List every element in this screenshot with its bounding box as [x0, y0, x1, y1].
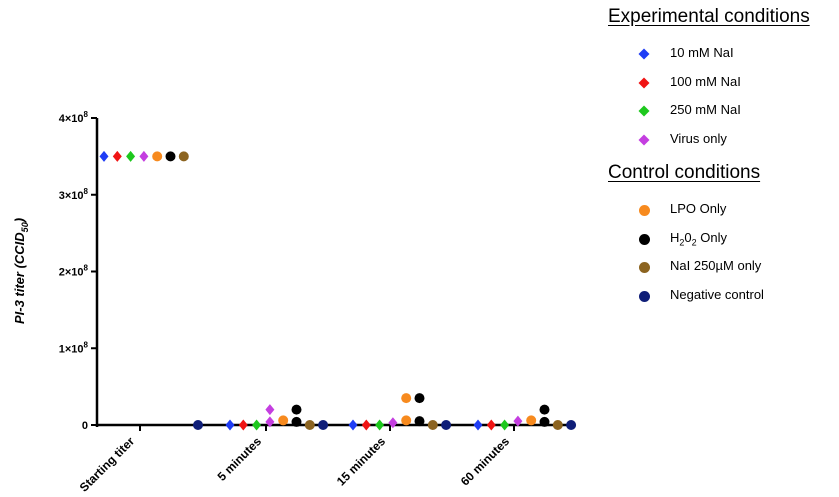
- data-point-diamond: [500, 419, 510, 431]
- data-point-diamond: [265, 404, 275, 416]
- data-point-diamond: [139, 150, 149, 162]
- y-tick-label: 1×108: [59, 340, 89, 355]
- legend: Experimental conditions 10 mM NaI 100 mM…: [608, 6, 810, 309]
- data-point-diamond: [375, 419, 385, 431]
- legend-label: 10 mM NaI: [670, 45, 734, 60]
- x-tick-label: 60 minutes: [458, 434, 512, 488]
- legend-label: NaI 250µM only: [670, 258, 762, 273]
- legend-title-control: Control conditions: [608, 162, 761, 183]
- legend-item-virus-only: Virus only: [608, 125, 810, 154]
- circle-marker-icon: [639, 262, 650, 273]
- legend-item-250mm-nai: 250 mM NaI: [608, 96, 810, 125]
- data-point-circle: [278, 415, 289, 426]
- data-point-circle: [152, 151, 163, 162]
- diamond-marker-icon: [638, 48, 650, 60]
- data-point-circle: [304, 420, 315, 430]
- diamond-marker-icon: [638, 133, 650, 146]
- data-point-diamond: [112, 150, 122, 162]
- legend-label: LPO Only: [670, 201, 727, 216]
- data-point-diamond: [265, 416, 275, 428]
- legend-item-10mm-nai: 10 mM NaI: [608, 39, 810, 68]
- data-point-circle: [526, 415, 537, 426]
- legend-label: 250 mM NaI: [670, 102, 741, 117]
- data-point-circle: [441, 420, 452, 430]
- legend-item-nai-250um-only: NaI 250µM only: [608, 252, 810, 281]
- data-point-circle: [291, 404, 302, 415]
- data-point-diamond: [99, 150, 109, 162]
- data-point-diamond: [126, 150, 136, 162]
- circle-marker-icon: [639, 290, 650, 302]
- data-point-diamond: [513, 415, 523, 427]
- data-point-circle: [427, 420, 438, 430]
- legend-label: Negative control: [670, 286, 764, 302]
- diamond-marker-icon: [638, 76, 650, 89]
- legend-item-lpo-only: LPO Only: [608, 195, 810, 224]
- data-point-circle: [414, 416, 425, 427]
- data-point-circle: [178, 151, 189, 162]
- legend-label: Virus only: [670, 130, 727, 146]
- circle-marker-icon: [639, 233, 650, 245]
- legend-label: H202 Only: [670, 229, 727, 248]
- y-tick-label: 0: [82, 420, 88, 432]
- y-tick-label: 4×108: [59, 110, 89, 125]
- legend-item-negative-control: Negative control: [608, 281, 810, 310]
- data-point-circle: [193, 420, 203, 430]
- data-point-circle: [165, 151, 176, 162]
- data-point-diamond: [252, 419, 262, 431]
- y-tick-label: 2×108: [59, 264, 89, 279]
- x-tick-label: 15 minutes: [334, 434, 388, 488]
- data-point-circle: [566, 420, 577, 430]
- x-tick-label: 5 minutes: [215, 434, 265, 484]
- data-point-diamond: [361, 419, 371, 431]
- data-point-circle: [291, 416, 302, 427]
- legend-item-100mm-nai: 100 mM NaI: [608, 68, 810, 97]
- circle-marker-icon: [639, 205, 650, 216]
- legend-item-h2o2-only: H202 Only: [608, 224, 810, 253]
- legend-title-experimental: Experimental conditions: [608, 6, 810, 27]
- data-point-diamond: [388, 417, 398, 429]
- x-tick-label: Starting titer: [77, 434, 138, 495]
- scatter-chart: 0 1×108 2×108 3×108 4×108 PI-3 titer (CCID50)…: [12, 110, 577, 495]
- data-point-diamond: [238, 419, 248, 431]
- data-point-diamond: [225, 419, 235, 431]
- data-point-diamond: [348, 419, 358, 431]
- data-point-circle: [401, 415, 412, 426]
- diamond-marker-icon: [638, 105, 650, 117]
- data-point-diamond: [473, 419, 483, 431]
- data-point-circle: [539, 404, 550, 415]
- y-axis-label: PI-3 titer (CCID50): [12, 218, 30, 324]
- y-tick-label: 3×108: [59, 187, 89, 202]
- legend-label: 100 mM NaI: [670, 73, 741, 89]
- data-point-circle: [401, 393, 412, 404]
- data-point-circle: [539, 416, 550, 427]
- data-point-circle: [318, 420, 329, 430]
- data-point-circle: [552, 420, 563, 430]
- data-point-diamond: [486, 419, 496, 431]
- data-point-circle: [414, 393, 425, 404]
